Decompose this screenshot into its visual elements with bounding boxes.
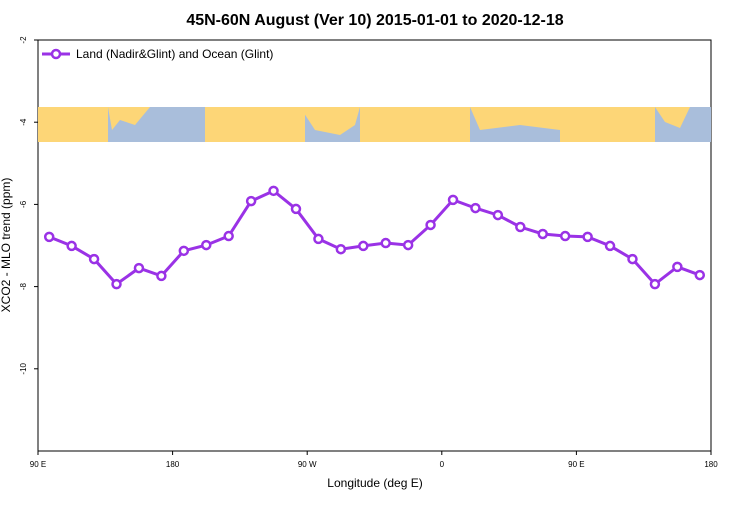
- point: [380, 237, 391, 249]
- map-strip: [38, 107, 711, 142]
- y-tick-label: -6: [19, 200, 28, 208]
- legend-marker: [50, 48, 62, 60]
- point: [470, 202, 481, 214]
- point: [223, 230, 234, 242]
- point: [425, 219, 436, 231]
- point: [649, 278, 661, 290]
- series-line: [48, 189, 701, 287]
- point: [335, 243, 347, 255]
- point: [245, 195, 257, 207]
- legend: Land (Nadir&Glint) and Ocean (Glint): [42, 47, 273, 61]
- y-axis-title: XCO2 - MLO trend (ppm): [0, 178, 13, 313]
- point: [290, 203, 302, 215]
- x-tick-label: 0: [440, 460, 445, 469]
- point: [402, 239, 414, 251]
- x-tick-label: 90 W: [298, 460, 317, 469]
- x-axis-title: Longitude (deg E): [327, 476, 422, 490]
- legend-label: Land (Nadir&Glint) and Ocean (Glint): [76, 47, 273, 61]
- x-tick-label: 180: [704, 460, 718, 469]
- point: [133, 262, 145, 274]
- point: [178, 245, 190, 257]
- point: [492, 209, 504, 221]
- y-tick-label: -2: [19, 36, 28, 44]
- point: [694, 269, 706, 281]
- point: [447, 194, 459, 206]
- x-tick-label: 90 E: [30, 460, 46, 469]
- y-tick-label: -10: [19, 362, 28, 374]
- point: [559, 230, 571, 242]
- x-tick-label: 90 E: [568, 460, 584, 469]
- x-tick-label: 180: [166, 460, 180, 469]
- point: [66, 240, 77, 252]
- point: [88, 253, 100, 265]
- point: [358, 240, 369, 252]
- point: [268, 185, 279, 197]
- chart-title: 45N-60N August (Ver 10) 2015-01-01 to 20…: [186, 12, 563, 29]
- point: [537, 228, 548, 240]
- point: [627, 253, 638, 265]
- y-tick-label: -4: [19, 118, 28, 126]
- point: [201, 239, 212, 251]
- point: [111, 278, 122, 290]
- point: [156, 270, 167, 282]
- y-tick-label: -8: [19, 282, 28, 290]
- point: [515, 221, 526, 233]
- point: [582, 231, 593, 243]
- point: [604, 240, 616, 252]
- point: [672, 261, 683, 273]
- plot-frame: [37, 39, 712, 452]
- point: [313, 233, 324, 245]
- point: [43, 231, 55, 243]
